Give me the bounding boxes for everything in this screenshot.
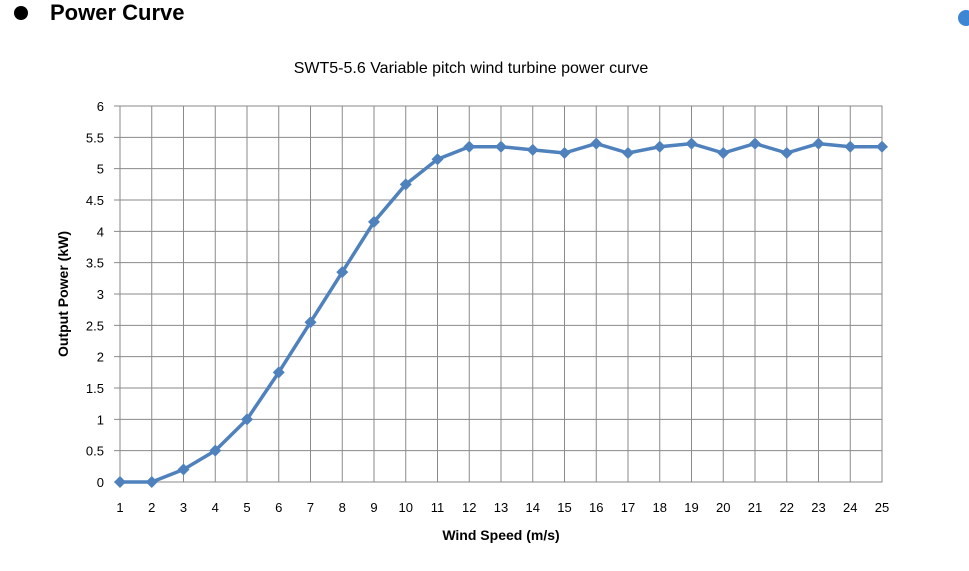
data-point	[114, 476, 126, 488]
y-tick-label: 5.5	[86, 130, 104, 145]
data-point	[145, 476, 158, 488]
data-point	[590, 137, 603, 150]
data-point	[876, 140, 888, 153]
y-axis-label: Output Power (kW)	[55, 231, 71, 357]
x-tick-label: 12	[462, 500, 476, 515]
x-tick-label: 16	[589, 500, 603, 515]
x-tick-label: 15	[557, 500, 571, 515]
data-point	[241, 413, 253, 426]
x-tick-label: 10	[399, 500, 413, 515]
x-axis-label: Wind Speed (m/s)	[442, 527, 559, 543]
x-tick-label: 20	[716, 500, 730, 515]
x-tick-label: 19	[684, 500, 698, 515]
y-tick-label: 3.5	[86, 256, 104, 271]
x-tick-label: 18	[653, 500, 667, 515]
section-title: Power Curve	[50, 0, 185, 25]
y-tick-label: 6	[97, 99, 104, 114]
data-point	[780, 147, 793, 159]
y-tick-label: 5	[97, 162, 104, 177]
data-point	[304, 316, 317, 329]
chart-title: SWT5-5.6 Variable pitch wind turbine pow…	[294, 60, 649, 77]
data-point	[463, 140, 476, 153]
data-point	[812, 137, 825, 150]
y-tick-label: 1	[97, 412, 104, 427]
y-tick-label: 0	[97, 475, 104, 490]
data-point	[368, 215, 380, 228]
data-point	[717, 147, 730, 159]
data-point	[558, 147, 571, 159]
data-point	[177, 463, 190, 476]
x-tick-label: 17	[621, 500, 635, 515]
x-tick-label: 3	[180, 500, 187, 515]
scroll-indicator-icon[interactable]	[958, 10, 969, 26]
x-tick-label: 24	[843, 500, 857, 515]
x-tick-label: 6	[275, 500, 282, 515]
x-tick-label: 14	[526, 500, 540, 515]
x-tick-label: 8	[339, 500, 346, 515]
x-tick-label: 4	[212, 500, 219, 515]
y-tick-label: 2	[97, 350, 104, 365]
data-point	[526, 143, 539, 156]
x-tick-label: 11	[431, 500, 445, 515]
y-tick-label: 4.5	[86, 193, 104, 208]
x-tick-label: 1	[116, 500, 123, 515]
data-point	[844, 140, 857, 153]
x-tick-label: 22	[780, 500, 794, 515]
y-tick-label: 1.5	[86, 381, 104, 396]
bullet-icon	[14, 6, 28, 20]
x-tick-label: 23	[811, 500, 825, 515]
x-tick-label: 2	[148, 500, 155, 515]
data-point	[685, 137, 698, 150]
section-heading: Power Curve	[14, 0, 185, 26]
data-point	[209, 444, 222, 457]
data-point	[653, 140, 666, 153]
y-tick-label: 3	[97, 287, 104, 302]
data-point	[495, 140, 507, 153]
data-point	[399, 178, 412, 191]
data-point	[749, 137, 761, 150]
x-tick-label: 21	[748, 500, 762, 515]
x-tick-label: 7	[307, 500, 314, 515]
x-tick-label: 25	[875, 500, 889, 515]
y-tick-label: 2.5	[86, 318, 104, 333]
x-tick-label: 5	[243, 500, 250, 515]
y-tick-label: 4	[97, 224, 104, 239]
data-point	[336, 266, 349, 279]
x-tick-label: 9	[370, 500, 377, 515]
data-point	[622, 147, 634, 159]
data-point	[272, 366, 285, 379]
x-tick-label: 13	[494, 500, 508, 515]
y-tick-label: 0.5	[86, 444, 104, 459]
data-point	[431, 153, 444, 166]
